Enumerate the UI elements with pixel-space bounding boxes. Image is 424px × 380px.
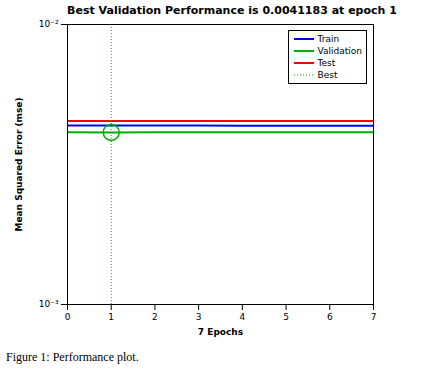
html-text:Best: Best — [317, 70, 338, 80]
html-text:Figure 1: Performance plot.: Figure 1: Performance plot. — [6, 350, 139, 364]
svg-text:10⁻³: 10⁻³ — [39, 299, 59, 309]
html-text:Validation: Validation — [317, 46, 362, 56]
svg-text:2: 2 — [152, 312, 158, 322]
svg-text:0: 0 — [65, 312, 71, 322]
svg-text:3: 3 — [196, 312, 202, 322]
svg-text:6: 6 — [327, 312, 333, 322]
svg-text:7: 7 — [371, 312, 377, 322]
svg-text:1: 1 — [108, 312, 114, 322]
svg-text:4: 4 — [239, 312, 245, 322]
svg-text:7 Epochs: 7 Epochs — [198, 327, 243, 337]
html-text:Best Validation Performance is: Best Validation Performance is 0.0041183… — [67, 4, 397, 17]
html-text:Train: Train — [317, 34, 340, 44]
svg-text:Mean Squared Error (mse): Mean Squared Error (mse) — [14, 97, 24, 231]
svg-text:5: 5 — [283, 312, 289, 322]
html-text:Test: Test — [317, 58, 336, 68]
svg-text:10⁻²: 10⁻² — [39, 20, 59, 29]
